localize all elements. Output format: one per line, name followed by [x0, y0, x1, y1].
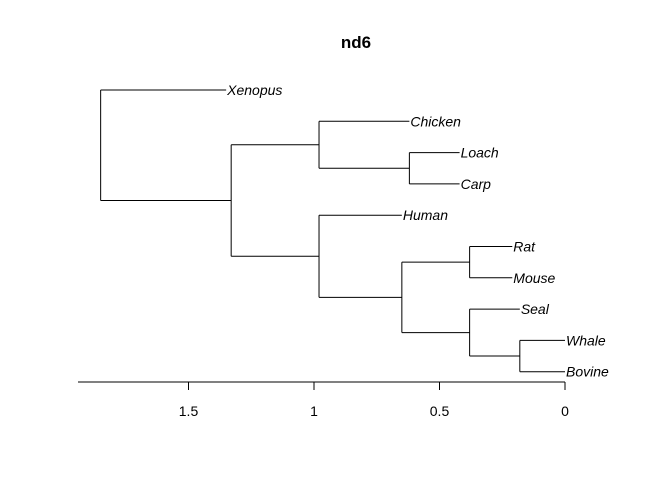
tip-label-mouse: Mouse	[513, 270, 555, 286]
tip-label-carp: Carp	[461, 176, 492, 192]
tip-label-human: Human	[403, 207, 448, 223]
tip-label-seal: Seal	[521, 301, 550, 317]
tree-branches	[100, 89, 565, 373]
x-axis: 1.5 1 0.5 0	[78, 381, 569, 419]
x-tick-label-2: 0.5	[430, 403, 450, 419]
x-tick-label-1: 1	[310, 403, 318, 419]
tip-label-whale: Whale	[566, 332, 606, 348]
tip-label-bovine: Bovine	[566, 364, 609, 380]
chart-title: nd6	[341, 33, 371, 52]
x-tick-label-0: 1.5	[179, 403, 199, 419]
x-tick-label-3: 0	[561, 403, 569, 419]
tip-label-rat: Rat	[513, 239, 536, 255]
tip-label-xenopus: Xenopus	[226, 82, 282, 98]
tip-label-chicken: Chicken	[410, 113, 461, 129]
tip-label-loach: Loach	[461, 145, 499, 161]
